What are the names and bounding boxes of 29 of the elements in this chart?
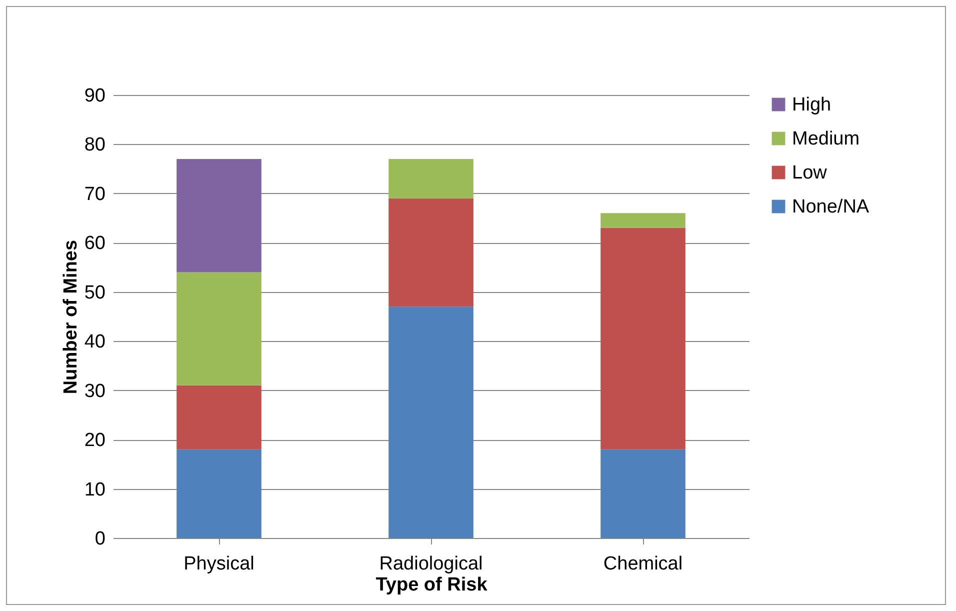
y-tick-label: 40 [84, 332, 106, 353]
y-tick-label: 70 [84, 184, 106, 205]
y-tick-label: 20 [84, 430, 106, 452]
x-tick-label: Physical [184, 554, 254, 574]
x-tick-label: Chemical [603, 554, 683, 574]
y-tick-label: 50 [84, 282, 106, 304]
bar [388, 158, 474, 198]
y-axis-title: Number of Mines [60, 240, 82, 394]
legend-label: Low [792, 162, 828, 184]
bar [176, 158, 262, 272]
bar [176, 272, 262, 386]
y-tick-label: 90 [84, 86, 106, 106]
y-tick-label: 80 [84, 134, 106, 156]
y-tick-label: 60 [84, 233, 106, 254]
bar [176, 449, 262, 538]
bar [600, 213, 686, 228]
legend-label: High [792, 94, 832, 116]
y-tick-label: 0 [94, 528, 106, 550]
legend-label: Medium [792, 128, 860, 150]
legend-label: None/NA [792, 196, 870, 218]
bar [600, 228, 686, 450]
bar [600, 449, 686, 538]
bar [176, 385, 262, 450]
x-axis-title: Type of Risk [376, 574, 488, 596]
bar [388, 306, 474, 538]
y-tick-label: 10 [84, 479, 106, 500]
bar [388, 198, 474, 307]
x-tick-label: Radiological [379, 554, 483, 574]
y-tick-label: 30 [84, 380, 106, 402]
